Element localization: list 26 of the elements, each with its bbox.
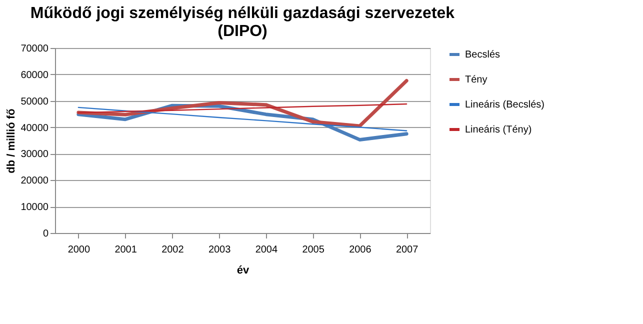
x-tick-label: 2005: [302, 244, 325, 256]
y-tick-label: 0: [42, 228, 49, 240]
y-tick-label: 30000: [20, 149, 49, 160]
y-tick-label: 10000: [20, 202, 49, 214]
legend-label: Becslés: [465, 50, 500, 60]
y-tick-label: 20000: [20, 176, 49, 187]
y-axis-title: db / millió fő: [6, 108, 18, 174]
legend-label: Lineáris (Becslés): [465, 100, 544, 110]
x-tick-label: 2006: [349, 244, 372, 256]
y-tick-label: 50000: [20, 96, 49, 108]
x-tick-label: 2001: [114, 244, 138, 256]
legend-label: Lineáris (Tény): [465, 124, 532, 136]
x-tick-label: 2002: [162, 244, 184, 256]
x-axis-title: év: [236, 264, 250, 276]
y-tick-label: 60000: [20, 70, 49, 81]
line-series: [78, 106, 408, 132]
y-tick-label: 70000: [20, 44, 49, 54]
x-tick-label: 2004: [255, 244, 278, 256]
y-tick-label: 40000: [20, 122, 49, 134]
x-tick-label: 2003: [208, 244, 232, 256]
text: Működő jogi személyiség nélküli gazdasági szervezetek: [30, 5, 455, 22]
x-tick-label: 2000: [68, 244, 90, 256]
text: (DIPO): [218, 23, 268, 40]
line-series: [78, 103, 408, 114]
x-tick-label: 2007: [396, 244, 419, 256]
legend-label: Tény: [465, 74, 488, 86]
